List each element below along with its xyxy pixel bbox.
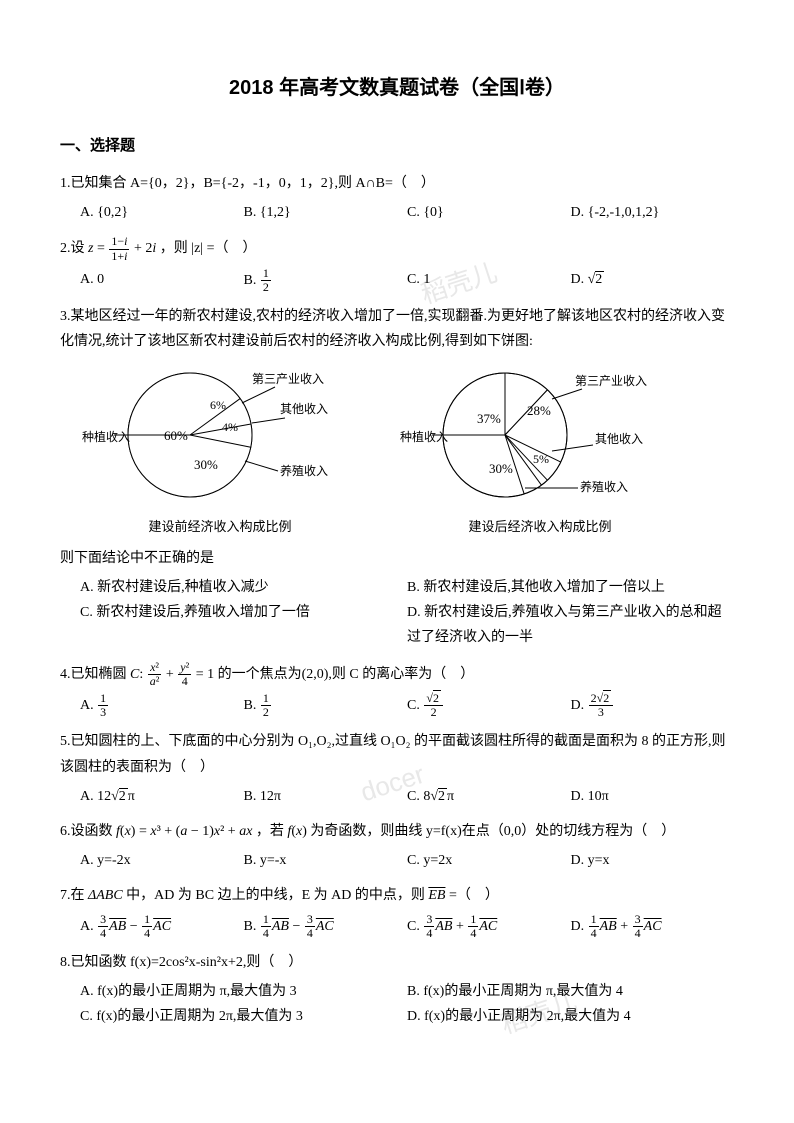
q4-opt-d: D. 2√23 (571, 692, 735, 719)
question-7: 7.在 ΔABC 中，AD 为 BC 边上的中线，E 为 AD 的中点，则 EB… (60, 883, 734, 940)
section-heading: 一、选择题 (60, 132, 734, 159)
q7-opt-a: A. 34AB − 14AC (80, 913, 244, 940)
q4-opt-c: C. √22 (407, 692, 571, 719)
q2-opt-d: D. √2 (571, 267, 735, 294)
q7-opt-b: B. 14AB − 34AC (244, 913, 408, 940)
q2-opt-c: C. 1 (407, 267, 571, 294)
svg-text:其他收入: 其他收入 (595, 432, 643, 446)
q1-options: A. {0,2} B. {1,2} C. {0} D. {-2,-1,0,1,2… (80, 200, 734, 225)
q6-opt-a: A. y=-2x (80, 848, 244, 873)
question-3: 3.某地区经过一年的新农村建设,农村的经济收入增加了一倍,实现翻番.为更好地了解… (60, 304, 734, 651)
q5-opt-b: B. 12π (244, 784, 408, 809)
q1-text: 1.已知集合 A={0，2}，B={-2，-1，0，1，2},则 A∩B=（ ） (60, 171, 734, 196)
svg-text:其他收入: 其他收入 (280, 402, 328, 416)
svg-text:30%: 30% (489, 461, 513, 476)
svg-text:养殖收入: 养殖收入 (280, 463, 328, 478)
q6-mid: ，若 (256, 824, 288, 839)
svg-text:4%: 4% (222, 420, 238, 434)
q5-opt-c: C. 8√2π (407, 784, 571, 809)
q2-var: z (88, 241, 93, 256)
q7-text: 7.在 ΔABC 中，AD 为 BC 边上的中线，E 为 AD 的中点，则 EB… (60, 883, 734, 908)
svg-text:养殖收入: 养殖收入 (580, 479, 628, 494)
q8-opt-d: D. f(x)的最小正周期为 2π,最大值为 4 (407, 1004, 734, 1029)
q3-opt-d: D. 新农村建设后,养殖收入与第三产业收入的总和超过了经济收入的一半 (407, 600, 734, 650)
q4-text: 4.已知椭圆 C: x²a² + y²4 = 1 的一个焦点为(2,0),则 C… (60, 661, 734, 688)
q6-opt-b: B. y=-x (244, 848, 408, 873)
q8-opt-a: A. f(x)的最小正周期为 π,最大值为 3 (80, 979, 407, 1004)
question-5: 5.已知圆柱的上、下底面的中心分别为 O₁,O₂,过直线 O₁O₂ 的平面截该圆… (60, 729, 734, 809)
svg-text:30%: 30% (194, 457, 218, 472)
q8-options: A. f(x)的最小正周期为 π,最大值为 3 B. f(x)的最小正周期为 π… (80, 979, 734, 1029)
question-1: 1.已知集合 A={0，2}，B={-2，-1，0，1，2},则 A∩B=（ ）… (60, 171, 734, 225)
q6-text: 6.设函数 f(x) = x³ + (a − 1)x² + ax ，若 f(x)… (60, 819, 734, 844)
q8-opt-b: B. f(x)的最小正周期为 π,最大值为 4 (407, 979, 734, 1004)
q2-text: 2.设 z = 1−i1+i + 2i ，则 |z| =（ ） (60, 235, 734, 262)
q2-mid: ，则 |z| =（ ） (160, 241, 257, 256)
svg-text:第三产业收入: 第三产业收入 (575, 374, 647, 388)
q4-prefix: 4.已知椭圆 (60, 667, 130, 682)
question-6: 6.设函数 f(x) = x³ + (a − 1)x² + ax ，若 f(x)… (60, 819, 734, 873)
q4-opt-b: B. 12 (244, 692, 408, 719)
svg-text:28%: 28% (527, 403, 551, 418)
svg-text:6%: 6% (210, 398, 226, 412)
q6-opt-c: C. y=2x (407, 848, 571, 873)
q3-options: A. 新农村建设后,种植收入减少 B. 新农村建设后,其他收入增加了一倍以上 C… (80, 575, 734, 651)
q2-opt-a: A. 0 (80, 267, 244, 294)
q1-opt-b: B. {1,2} (244, 200, 408, 225)
question-4: 4.已知椭圆 C: x²a² + y²4 = 1 的一个焦点为(2,0),则 C… (60, 661, 734, 720)
pie-before: 60% 6% 4% 30% 第三产业收入 其他收入 养殖收入 种植收入 建设前经… (80, 363, 360, 538)
pie-after: 37% 28% 5% 30% 第三产业收入 其他收入 养殖收入 种植收入 建设后… (400, 363, 680, 538)
q1-opt-a: A. {0,2} (80, 200, 244, 225)
question-8: 8.已知函数 f(x)=2cos²x-sin²x+2,则（ ） A. f(x)的… (60, 950, 734, 1030)
q4-opt-a: A. 13 (80, 692, 244, 719)
q1-opt-d: D. {-2,-1,0,1,2} (571, 200, 735, 225)
svg-text:5%: 5% (533, 452, 549, 466)
page-title: 2018 年高考文数真题试卷（全国Ⅰ卷） (60, 70, 734, 106)
vec-eb: EB (428, 888, 445, 903)
q3-opt-c: C. 新农村建设后,养殖收入增加了一倍 (80, 600, 407, 650)
q7-opt-d: D. 14AB + 34AC (571, 913, 735, 940)
q6-options: A. y=-2x B. y=-x C. y=2x D. y=x (80, 848, 734, 873)
svg-text:种植收入: 种植收入 (400, 429, 448, 444)
pie-before-caption: 建设前经济收入构成比例 (80, 515, 360, 538)
q2-opt-b: B. 12 (244, 267, 408, 294)
q5-opt-d: D. 10π (571, 784, 735, 809)
q1-opt-c: C. {0} (407, 200, 571, 225)
q6-opt-d: D. y=x (571, 848, 735, 873)
q3-p2: 则下面结论中不正确的是 (60, 546, 734, 571)
q7-tail: =（ ） (449, 888, 499, 903)
q2-prefix: 2.设 (60, 241, 88, 256)
q3-opt-b: B. 新农村建设后,其他收入增加了一倍以上 (407, 575, 734, 600)
svg-text:60%: 60% (164, 428, 188, 443)
q7-options: A. 34AB − 14AC B. 14AB − 34AC C. 34AB + … (80, 913, 734, 940)
q3-p1: 3.某地区经过一年的新农村建设,农村的经济收入增加了一倍,实现翻番.为更好地了解… (60, 304, 734, 354)
svg-text:37%: 37% (477, 411, 501, 426)
question-2: 2.设 z = 1−i1+i + 2i ，则 |z| =（ ） A. 0 B. … (60, 235, 734, 294)
q6-prefix: 6.设函数 (60, 824, 116, 839)
q7-suffix: 中，AD 为 BC 边上的中线，E 为 AD 的中点，则 (126, 888, 428, 903)
q3-opt-a: A. 新农村建设后,种植收入减少 (80, 575, 407, 600)
q8-text: 8.已知函数 f(x)=2cos²x-sin²x+2,则（ ） (60, 950, 734, 975)
pie-after-caption: 建设后经济收入构成比例 (400, 515, 680, 538)
q3-charts: 60% 6% 4% 30% 第三产业收入 其他收入 养殖收入 种植收入 建设前经… (80, 363, 734, 538)
q4-options: A. 13 B. 12 C. √22 D. 2√23 (80, 692, 734, 719)
q8-opt-c: C. f(x)的最小正周期为 2π,最大值为 3 (80, 1004, 407, 1029)
q5-options: A. 12√2π B. 12π C. 8√2π D. 10π (80, 784, 734, 809)
q7-prefix: 7.在 (60, 888, 88, 903)
q5-text: 5.已知圆柱的上、下底面的中心分别为 O₁,O₂,过直线 O₁O₂ 的平面截该圆… (60, 729, 734, 779)
svg-text:第三产业收入: 第三产业收入 (252, 372, 324, 386)
pie-after-svg: 37% 28% 5% 30% 第三产业收入 其他收入 养殖收入 种植收入 (400, 363, 680, 513)
q5-opt-a: A. 12√2π (80, 784, 244, 809)
q7-opt-c: C. 34AB + 14AC (407, 913, 571, 940)
q4-suffix: 的一个焦点为(2,0),则 C 的离心率为（ ） (218, 667, 475, 682)
q2-frac: 1−i1+i (109, 235, 129, 262)
q6-suffix: 为奇函数，则曲线 y=f(x)在点（0,0）处的切线方程为（ ） (310, 824, 675, 839)
pie-before-svg: 60% 6% 4% 30% 第三产业收入 其他收入 养殖收入 种植收入 (80, 363, 360, 513)
svg-text:种植收入: 种植收入 (82, 429, 130, 444)
q2-options: A. 0 B. 12 C. 1 D. √2 (80, 267, 734, 294)
